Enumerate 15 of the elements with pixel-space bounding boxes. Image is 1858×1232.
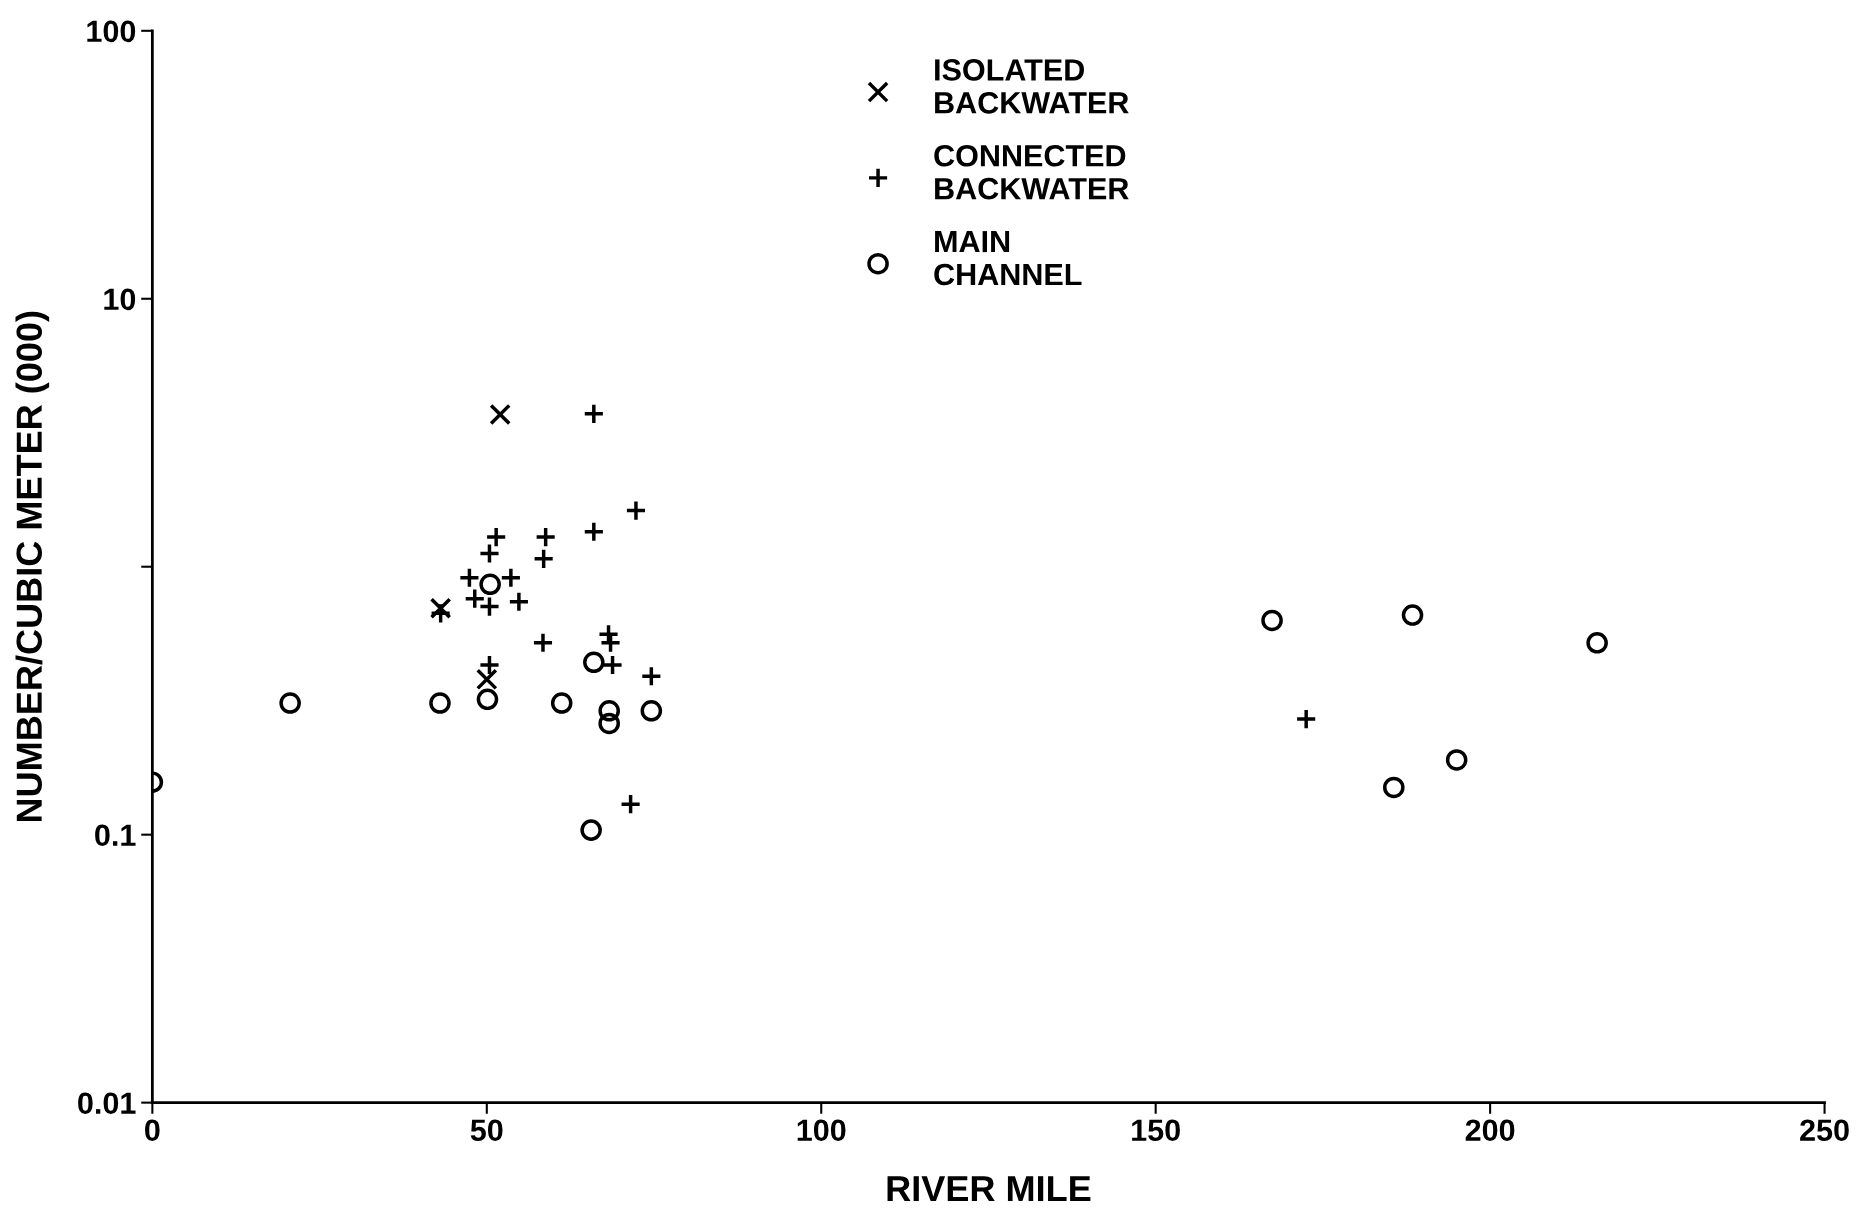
x-tick-label: 50 <box>470 1119 503 1142</box>
legend-label: MAIN CHANNEL <box>934 231 1082 286</box>
legend-label: CONNECTED BACKWATER <box>934 144 1129 200</box>
y-axis-title: NUMBER/CUBIC METER (000) <box>15 311 50 822</box>
x-axis-title: RIVER MILE <box>887 1176 1091 1202</box>
x-tick-label: 0 <box>145 1119 160 1142</box>
y-tick-label: 0.01 <box>78 1092 136 1115</box>
y-tick-label: 0.1 <box>95 824 136 847</box>
x-tick-label: 250 <box>1800 1119 1849 1142</box>
y-tick-label: 100 <box>87 20 136 43</box>
x-tick-label: 200 <box>1465 1119 1515 1142</box>
legend-label: ISOLATED BACKWATER <box>935 59 1129 114</box>
y-tick-label: 10 <box>104 288 136 311</box>
x-tick-label: 150 <box>1132 1119 1180 1142</box>
x-tick-label: 100 <box>797 1119 846 1142</box>
